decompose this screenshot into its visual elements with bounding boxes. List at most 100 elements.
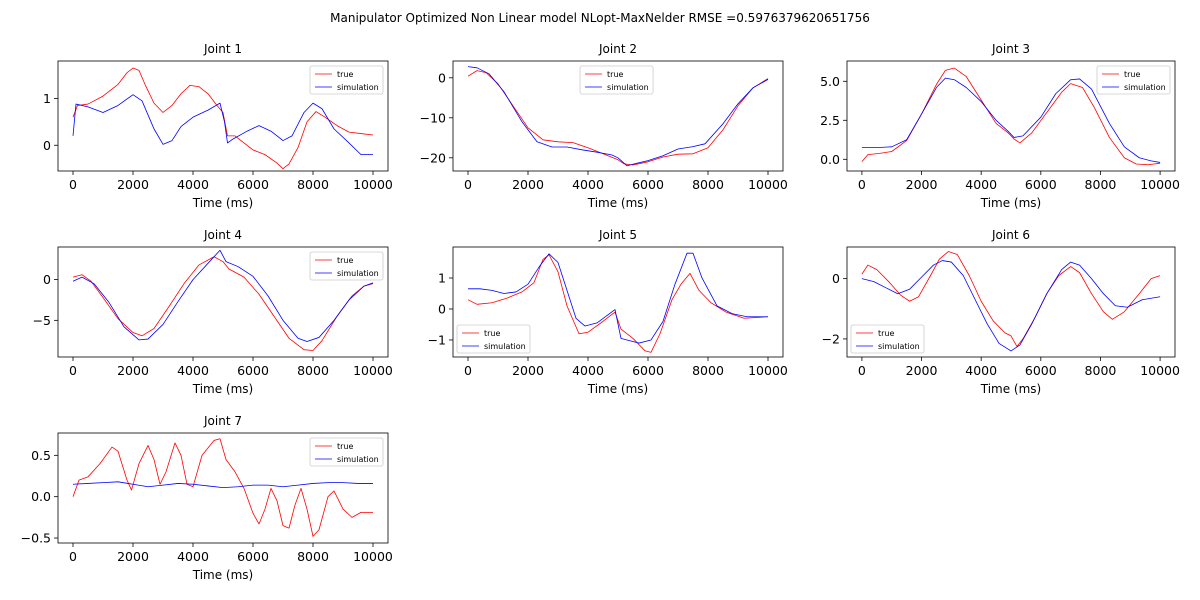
x-tick-label: 0 bbox=[464, 363, 472, 378]
x-tick-label: 10000 bbox=[353, 177, 393, 192]
x-tick-label: 2000 bbox=[117, 363, 149, 378]
joint-4-true-line bbox=[72, 256, 374, 351]
joint-3-xlabel: Time (ms) bbox=[980, 196, 1042, 210]
x-tick-label: 8000 bbox=[1085, 363, 1117, 378]
y-tick-label: −10 bbox=[420, 110, 446, 125]
legend-entry-simulation: simulation bbox=[878, 342, 920, 351]
x-tick-label: 8000 bbox=[1085, 177, 1117, 192]
y-tick-label: −20 bbox=[420, 150, 446, 165]
x-tick-label: 4000 bbox=[572, 177, 604, 192]
x-tick-label: 6000 bbox=[237, 177, 269, 192]
x-tick-label: 0 bbox=[69, 363, 77, 378]
joint-7-legend: true simulation bbox=[309, 437, 384, 467]
x-tick-label: 8000 bbox=[692, 363, 724, 378]
joint-1-axes-frame bbox=[57, 60, 389, 172]
x-tick-label: 2000 bbox=[117, 549, 149, 564]
joint-6-xlabel: Time (ms) bbox=[980, 382, 1042, 396]
joint-7-title: Joint 7 bbox=[203, 414, 242, 428]
y-tick-label: −2 bbox=[822, 331, 840, 346]
x-tick-label: 2000 bbox=[117, 177, 149, 192]
y-tick-label: 0 bbox=[43, 138, 51, 153]
legend-entry-true: true bbox=[337, 256, 353, 265]
joint-3-legend: true simulation bbox=[1096, 65, 1171, 95]
x-tick-label: 0 bbox=[69, 549, 77, 564]
y-tick-label: 0 bbox=[438, 70, 446, 85]
y-tick-label: 1 bbox=[43, 91, 51, 106]
joint-5-legend: true simulation bbox=[456, 324, 531, 354]
joint-3-simulation-line bbox=[861, 77, 1161, 163]
joint-6-panel: Joint 6 0 2000 4000 6000 8000 10000 −2 0 Time (ms… bbox=[822, 228, 1180, 396]
joint-6-simulation-line bbox=[861, 260, 1161, 352]
joint-5-xlabel: Time (ms) bbox=[587, 382, 649, 396]
x-tick-label: 8000 bbox=[692, 177, 724, 192]
joint-4-title: Joint 4 bbox=[203, 228, 242, 242]
joint-7-panel: Joint 7 0 2000 4000 6000 8000 10000 −0.5 0.0 0.5 T… bbox=[21, 414, 393, 582]
legend-entry-simulation: simulation bbox=[1124, 83, 1166, 92]
legend-entry-simulation: simulation bbox=[337, 269, 379, 278]
joint-2-simulation-line bbox=[467, 66, 769, 167]
joint-7-axes-frame bbox=[57, 432, 389, 544]
joint-1-legend: true simulation bbox=[309, 65, 384, 95]
joint-5-axes-frame bbox=[452, 246, 784, 358]
joint-6-legend: true simulation bbox=[850, 324, 925, 354]
joint-4-simulation-line bbox=[72, 249, 374, 342]
x-tick-label: 0 bbox=[69, 177, 77, 192]
x-tick-label: 6000 bbox=[1025, 177, 1057, 192]
x-tick-label: 4000 bbox=[965, 177, 997, 192]
joint-5-simulation-line bbox=[468, 252, 768, 344]
y-tick-label: 0 bbox=[438, 301, 446, 316]
figure-title: Manipulator Optimized Non Linear model N… bbox=[330, 11, 870, 25]
joint-2-title: Joint 2 bbox=[598, 42, 637, 56]
joint-6-axes-frame bbox=[846, 246, 1176, 358]
legend-entry-simulation: simulation bbox=[337, 83, 379, 92]
x-tick-label: 2000 bbox=[906, 363, 938, 378]
x-tick-label: 4000 bbox=[177, 549, 209, 564]
y-tick-label: 0.0 bbox=[820, 152, 840, 167]
x-tick-label: 10000 bbox=[748, 177, 788, 192]
x-tick-label: 2000 bbox=[512, 177, 544, 192]
joint-7-true-line bbox=[72, 438, 373, 537]
x-tick-label: 8000 bbox=[297, 363, 329, 378]
x-tick-label: 4000 bbox=[965, 363, 997, 378]
x-tick-label: 10000 bbox=[1140, 177, 1180, 192]
joint-2-legend: true simulation bbox=[579, 65, 654, 95]
legend-entry-true: true bbox=[878, 329, 894, 338]
joint-6-true-line bbox=[861, 251, 1161, 347]
joint-4-legend: true simulation bbox=[309, 251, 384, 281]
x-tick-label: 8000 bbox=[297, 549, 329, 564]
joint-4-panel: Joint 4 0 2000 4000 6000 8000 10000 −5 0 Time (ms… bbox=[33, 228, 393, 396]
joint-4-axes-frame bbox=[57, 246, 389, 358]
y-tick-label: 0 bbox=[832, 271, 840, 286]
joint-7-xlabel: Time (ms) bbox=[192, 568, 254, 582]
x-tick-label: 2000 bbox=[906, 177, 938, 192]
x-tick-label: 6000 bbox=[237, 363, 269, 378]
joint-1-simulation-line bbox=[72, 94, 373, 156]
x-tick-label: 6000 bbox=[237, 549, 269, 564]
joint-3-panel: Joint 3 0 2000 4000 6000 8000 10000 0.0 2.5 5.0 Ti… bbox=[820, 42, 1180, 210]
joint-7-simulation-line bbox=[72, 481, 373, 488]
y-tick-label: −5 bbox=[33, 313, 51, 328]
legend-entry-true: true bbox=[337, 442, 353, 451]
x-tick-label: 2000 bbox=[512, 363, 544, 378]
y-tick-label: 0.0 bbox=[31, 489, 51, 504]
x-tick-label: 4000 bbox=[177, 363, 209, 378]
joint-1-true-line bbox=[72, 67, 374, 170]
legend-entry-true: true bbox=[1124, 70, 1140, 79]
joint-1-panel: Joint 1 0 2000 4000 6000 8000 10000 0 1 Time (ms)… bbox=[43, 42, 393, 210]
x-tick-label: 10000 bbox=[353, 549, 393, 564]
y-tick-label: 0 bbox=[43, 272, 51, 287]
legend-entry-true: true bbox=[337, 70, 353, 79]
y-tick-label: −1 bbox=[428, 332, 446, 347]
x-tick-label: 0 bbox=[464, 177, 472, 192]
joint-3-axes-frame bbox=[846, 60, 1176, 172]
legend-entry-true: true bbox=[484, 329, 500, 338]
x-tick-label: 0 bbox=[858, 363, 866, 378]
legend-entry-simulation: simulation bbox=[484, 342, 526, 351]
y-tick-label: 1 bbox=[438, 270, 446, 285]
joint-5-title: Joint 5 bbox=[598, 228, 637, 242]
legend-entry-simulation: simulation bbox=[607, 83, 649, 92]
x-tick-label: 10000 bbox=[353, 363, 393, 378]
legend-entry-true: true bbox=[607, 70, 623, 79]
joint-5-panel: Joint 5 0 2000 4000 6000 8000 10000 −1 0 1 Time (m… bbox=[428, 228, 788, 396]
